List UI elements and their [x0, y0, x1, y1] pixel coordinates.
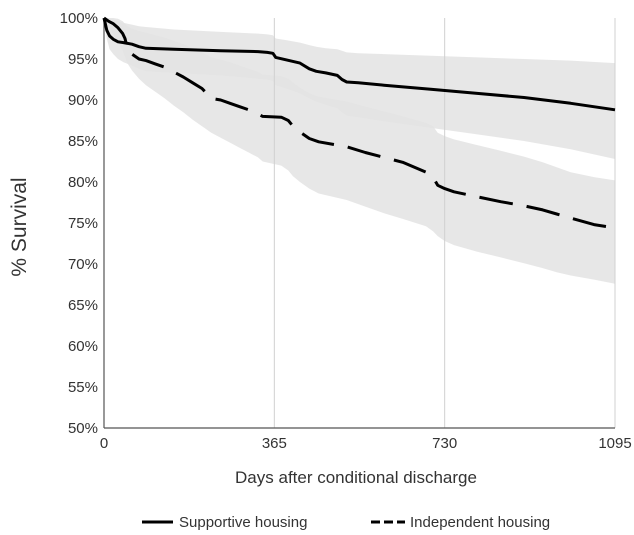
- y-tick-labels: 50% 55% 60% 65% 70% 75% 80% 85% 90% 95% 100%: [60, 10, 98, 437]
- x-tick-label: 365: [262, 435, 287, 452]
- ci-band-supportive: [104, 18, 615, 159]
- legend: Supportive housing Independent housing: [142, 514, 550, 531]
- y-tick-label: 70%: [68, 256, 98, 273]
- legend-label-supportive: Supportive housing: [179, 514, 307, 531]
- x-axis-title: Days after conditional discharge: [235, 468, 477, 487]
- y-axis-title: % Survival: [8, 177, 31, 276]
- x-tick-label: 1095: [598, 435, 631, 452]
- y-tick-label: 50%: [68, 420, 98, 437]
- y-tick-label: 95%: [68, 51, 98, 68]
- x-tick-label: 0: [100, 435, 108, 452]
- series-line-supportive: [102, 17, 616, 112]
- series-lines: [102, 16, 616, 230]
- grid-lines: [273, 18, 616, 428]
- series-line-independent: [103, 16, 616, 230]
- y-tick-label: 85%: [68, 133, 98, 150]
- y-tick-label: 100%: [60, 10, 98, 27]
- y-tick-label: 90%: [68, 92, 98, 109]
- y-tick-label: 60%: [68, 338, 98, 355]
- y-tick-label: 80%: [68, 174, 98, 191]
- x-tick-label: 730: [432, 435, 457, 452]
- y-tick-label: 55%: [68, 379, 98, 396]
- legend-label-independent: Independent housing: [410, 514, 550, 531]
- axes: [103, 18, 615, 429]
- y-tick-label: 75%: [68, 215, 98, 232]
- x-tick-labels: 0 365 730 1095: [100, 435, 632, 452]
- y-tick-label: 65%: [68, 297, 98, 314]
